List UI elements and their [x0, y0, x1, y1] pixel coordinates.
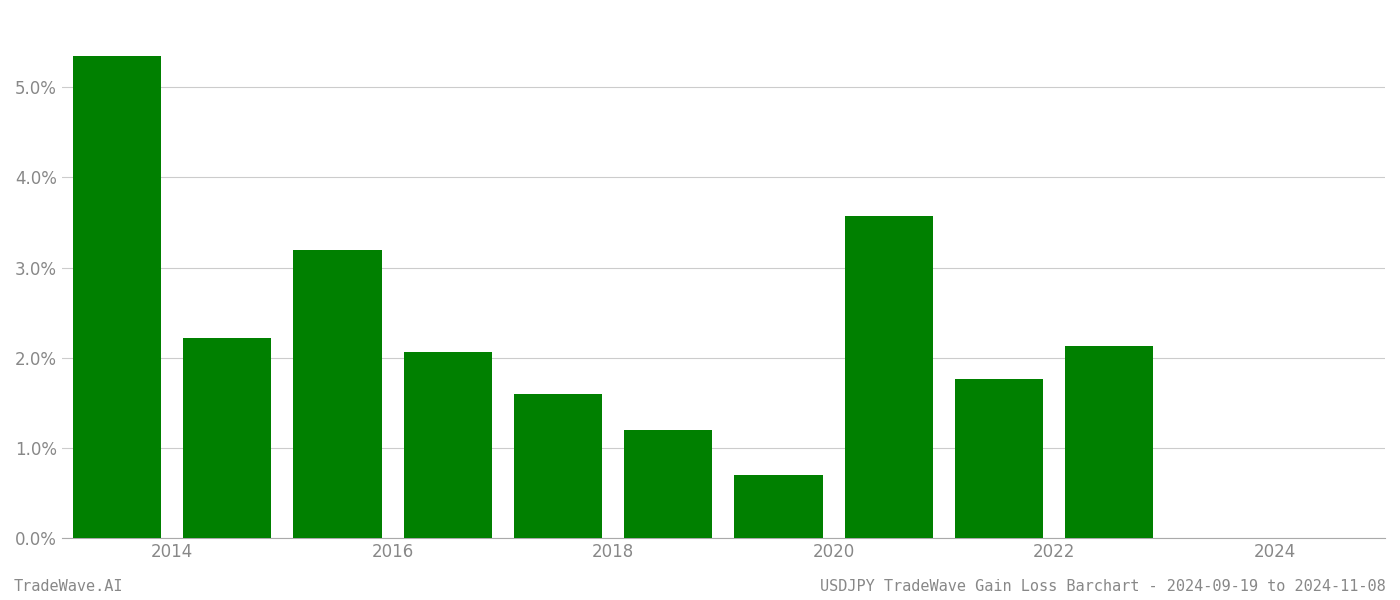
Bar [183, 338, 272, 538]
Bar [514, 394, 602, 538]
Bar [1065, 346, 1154, 538]
Bar [403, 352, 491, 538]
Bar [735, 475, 823, 538]
Text: TradeWave.AI: TradeWave.AI [14, 579, 123, 594]
Bar [294, 250, 382, 538]
Bar [73, 56, 161, 538]
Bar [624, 430, 713, 538]
Bar [955, 379, 1043, 538]
Bar [844, 216, 932, 538]
Text: USDJPY TradeWave Gain Loss Barchart - 2024-09-19 to 2024-11-08: USDJPY TradeWave Gain Loss Barchart - 20… [820, 579, 1386, 594]
